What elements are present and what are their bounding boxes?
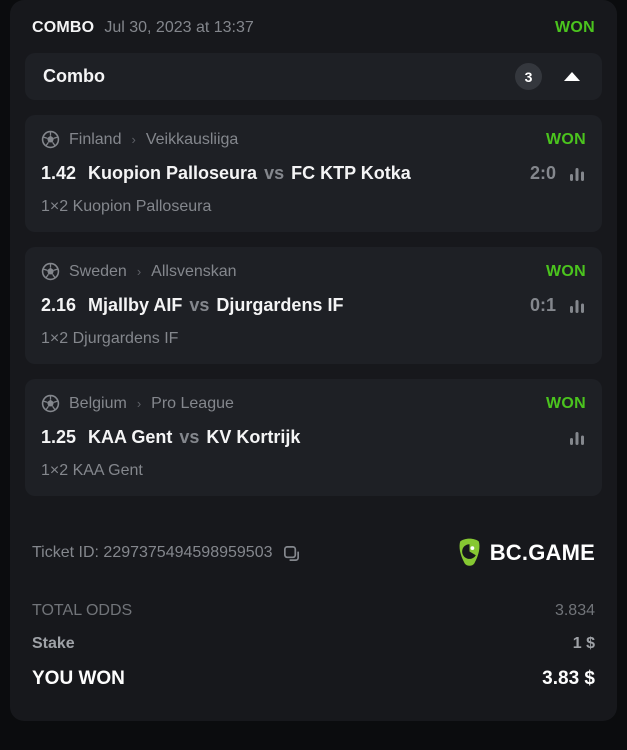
stake-label: Stake	[32, 635, 75, 652]
bet-league: Pro League	[151, 394, 234, 412]
total-odds-value: 3.834	[554, 602, 595, 619]
bet-league: Allsvenskan	[151, 262, 237, 280]
league-row: Finland › Veikkausliiga WON	[41, 130, 586, 149]
combo-collapse-bar[interactable]: Combo 3	[25, 53, 602, 100]
copy-icon[interactable]	[282, 544, 301, 563]
match-row: 1.25 KAA Gent vs KV Kortrijk	[41, 427, 586, 448]
vs-label: vs	[179, 427, 200, 447]
soccer-ball-icon	[41, 394, 60, 413]
bet-odds: 1.25	[41, 427, 77, 447]
stats-icon[interactable]	[568, 429, 586, 447]
bet-country: Belgium	[69, 394, 127, 412]
bet-country: Sweden	[69, 262, 127, 280]
summary-section: TOTAL ODDS 3.834 Stake 1 $ YOU WON 3.83 …	[25, 568, 602, 690]
breadcrumb-separator: ›	[136, 396, 142, 411]
away-team: KV Kortrijk	[206, 427, 301, 447]
total-odds-label: TOTAL ODDS	[32, 602, 133, 619]
bet-odds: 2.16	[41, 295, 77, 315]
bet-type-label: COMBO	[32, 19, 95, 36]
chevron-up-icon[interactable]	[564, 72, 580, 81]
league-row: Sweden › Allsvenskan WON	[41, 262, 586, 281]
slip-status-badge: WON	[554, 19, 595, 36]
bet-slip-card: COMBO Jul 30, 2023 at 13:37 WON Combo 3 …	[10, 0, 617, 721]
ticket-id: Ticket ID: 2297375494598959503	[32, 544, 273, 561]
stats-icon[interactable]	[568, 297, 586, 315]
combo-label: Combo	[43, 66, 105, 86]
total-odds-row: TOTAL ODDS 3.834	[32, 602, 595, 620]
match-score: 0:1	[529, 295, 556, 315]
soccer-ball-icon	[41, 262, 60, 281]
bet-pick: 1×2 Kuopion Palloseura	[41, 198, 212, 215]
home-team: KAA Gent	[88, 427, 173, 447]
stake-row: Stake 1 $	[32, 635, 595, 653]
ticket-row: Ticket ID: 2297375494598959503 BC.GAME	[25, 496, 602, 568]
vs-label: vs	[189, 295, 210, 315]
stats-icon[interactable]	[568, 165, 586, 183]
away-team: Djurgardens IF	[216, 295, 344, 315]
bet-pick: 1×2 Djurgardens IF	[41, 330, 179, 347]
you-won-label: YOU WON	[32, 668, 125, 689]
match-score: 2:0	[529, 163, 556, 183]
bet-pick: 1×2 KAA Gent	[41, 462, 143, 479]
bet-league: Veikkausliiga	[145, 130, 239, 148]
soccer-ball-icon	[41, 130, 60, 149]
brand-name: BC.GAME	[489, 540, 595, 565]
bet-card[interactable]: Finland › Veikkausliiga WON 1.42 Kuopion…	[25, 115, 602, 232]
bet-odds: 1.42	[41, 163, 77, 183]
home-team: Mjallby AIF	[88, 295, 183, 315]
breadcrumb-separator: ›	[136, 264, 142, 279]
bet-card[interactable]: Sweden › Allsvenskan WON 2.16 Mjallby AI…	[25, 247, 602, 364]
bet-datetime: Jul 30, 2023 at 13:37	[104, 19, 254, 36]
match-row: 2.16 Mjallby AIF vs Djurgardens IF 0:1	[41, 295, 586, 316]
match-row: 1.42 Kuopion Palloseura vs FC KTP Kotka …	[41, 163, 586, 184]
bcgame-logo-icon	[456, 538, 483, 568]
stake-value: 1 $	[572, 635, 595, 652]
bet-status-badge: WON	[545, 394, 586, 412]
bet-country: Finland	[69, 130, 122, 148]
bet-card[interactable]: Belgium › Pro League WON 1.25 KAA Gent v…	[25, 379, 602, 496]
vs-label: vs	[264, 163, 285, 183]
away-team: FC KTP Kotka	[291, 163, 411, 183]
home-team: Kuopion Palloseura	[88, 163, 258, 183]
selections-count-badge: 3	[515, 63, 542, 90]
bet-status-badge: WON	[545, 262, 586, 280]
brand-lockup: BC.GAME	[456, 538, 595, 568]
bet-status-badge: WON	[545, 130, 586, 148]
you-won-row: YOU WON 3.83 $	[32, 668, 595, 690]
you-won-value: 3.83 $	[542, 668, 595, 689]
breadcrumb-separator: ›	[131, 132, 136, 147]
slip-header: COMBO Jul 30, 2023 at 13:37 WON	[10, 0, 617, 51]
league-row: Belgium › Pro League WON	[41, 394, 586, 413]
